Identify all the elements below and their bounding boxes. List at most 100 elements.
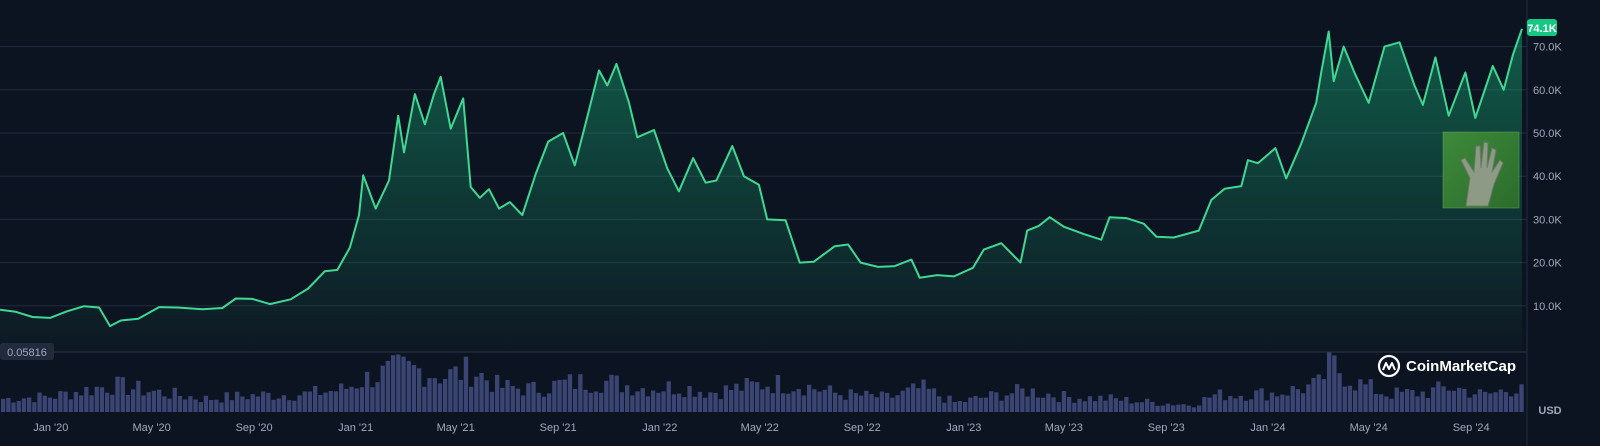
volume-bar [47,397,53,412]
volume-bar [1249,399,1254,412]
volume-bar [1405,389,1410,412]
volume-bar [58,391,63,412]
volume-bar [729,390,734,412]
volume-bar [1425,398,1431,412]
volume-bar [453,366,458,412]
volume-bar [380,365,385,412]
volume-bar [131,389,136,412]
volume-bar [120,377,125,412]
volume-bar [952,402,957,412]
volume-bar [229,400,235,412]
volume-bar [115,376,120,412]
volume-bar [1176,404,1181,412]
volume-bar [489,391,495,412]
volume-bar [1004,395,1009,412]
volume-bar [781,393,786,412]
volume-bar [1457,387,1462,412]
volume-bar [578,374,583,412]
volume-bar [1139,402,1145,412]
volume-bar [411,365,417,412]
y-tick-label: 70.0K [1533,42,1562,54]
volume-bar [1197,405,1202,412]
volume-bar [895,395,900,412]
volume-bar [1301,393,1306,412]
volume-bar [1363,384,1368,412]
volume-bar [1015,384,1020,412]
volume-bar [1498,389,1503,412]
volume-bar [359,387,365,412]
volume-bar [1311,377,1316,412]
volume-bar [328,391,333,412]
volume-bar [1295,389,1301,412]
volume-bar [645,396,651,412]
volume-bar [110,394,115,412]
volume-bar [692,396,697,412]
volume-bar [879,391,885,412]
volume-bar [1129,403,1134,412]
volume-bar [89,395,94,412]
volume-bar [708,392,713,412]
volume-bar [1145,398,1150,412]
volume-bar [827,385,833,412]
volume-bar [1379,394,1384,412]
volume-bar [354,388,359,412]
volume-bar [125,394,131,412]
volume-bar [406,360,411,412]
volume-bar [765,386,770,412]
volume-bar [1462,388,1467,412]
x-axis-ticks: Jan '20 May '20 Sep '20 Jan '21 May '21 Sep '… [33,422,1489,434]
volume-bar [760,389,765,412]
volume-bar [1275,396,1280,412]
volume-bar [177,396,183,412]
volume-bar [1067,397,1072,412]
volume-bar [1290,386,1295,412]
volume-bar [1134,402,1139,412]
baseline-label: 0.05816 [7,347,47,359]
volume-bar [1124,397,1129,412]
volume-bar [1420,391,1425,412]
volume-bar [963,402,968,412]
volume-bar [1368,379,1373,412]
volume-bar [84,386,89,412]
volume-bar [957,401,963,412]
volume-bar [427,378,432,412]
volume-bar [417,368,422,412]
volume-bar [349,386,354,412]
volume-bar [136,380,141,412]
volume-bar [744,378,749,412]
volume-bar [505,380,510,412]
volume-bar [271,399,276,412]
volume-bar [989,391,994,412]
volume-bar [1353,390,1358,412]
volume-bar [68,399,73,412]
volume-bar [749,381,755,412]
volume-bar [1477,389,1483,412]
volume-bar [697,391,703,412]
volume-bar [94,386,99,412]
volume-bar [651,390,656,412]
volume-bar [344,388,349,412]
volume-bar [1514,393,1519,412]
volume-bar [968,397,973,412]
y-tick-label: 10.0K [1533,301,1562,313]
volume-bar [1030,388,1035,412]
volume-bar [235,391,240,412]
volume-bar [921,379,926,412]
volume-bar [73,392,79,412]
volume-bar [843,399,848,412]
volume-bar [1046,393,1051,412]
volume-bar [609,374,614,412]
volume-bar [1451,390,1457,412]
volume-bar [1207,397,1212,412]
volume-bar [1285,395,1290,412]
volume-bar [1238,395,1243,412]
volume-bar [1269,392,1275,412]
x-tick-label: May '23 [1045,422,1083,434]
volume-bar [99,387,105,412]
volume-bar [16,400,21,412]
volume-bar [339,383,344,412]
volume-bar [869,394,874,412]
volume-bar [999,400,1004,412]
volume-bar [916,388,921,412]
